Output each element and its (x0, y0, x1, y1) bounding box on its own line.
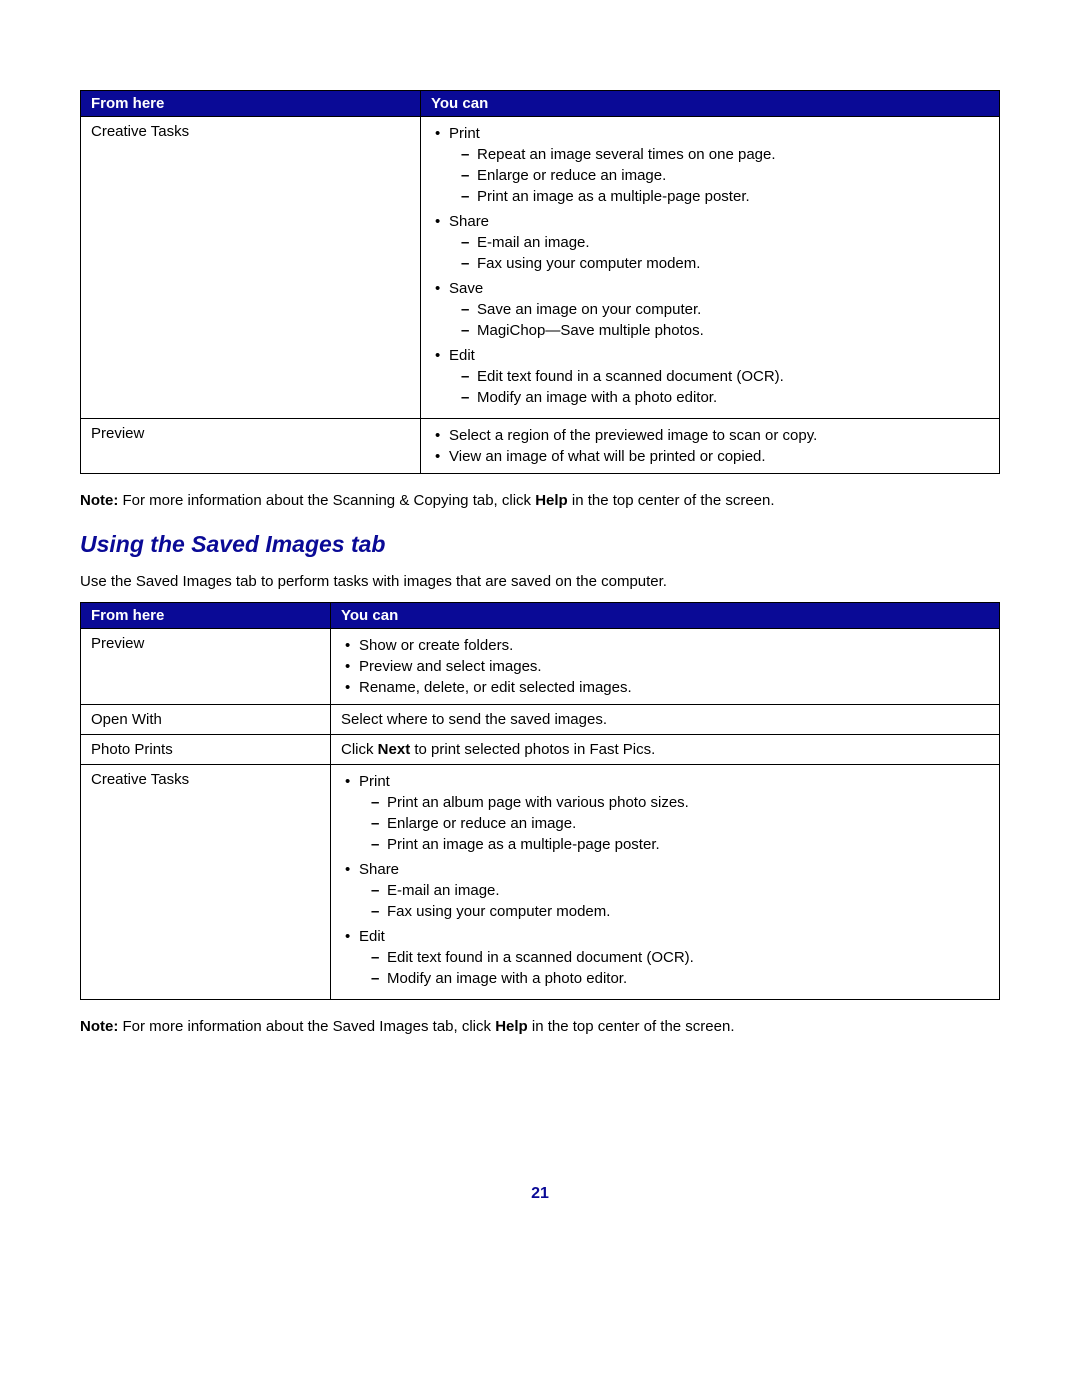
list-item: Preview and select images. (359, 656, 989, 677)
list-item: Edit text found in a scanned document (O… (477, 366, 989, 387)
list-item: Modify an image with a photo editor. (477, 387, 989, 408)
table2-header-youcan: You can (331, 603, 1000, 629)
list-item: Print Print an album page with various p… (359, 771, 989, 859)
table-row: Creative Tasks Print Repeat an image sev… (81, 117, 1000, 419)
list-item: Edit Edit text found in a scanned docume… (449, 345, 989, 412)
list-item: Show or create folders. (359, 635, 989, 656)
list-item: Share E-mail an image. Fax using your co… (359, 859, 989, 926)
text: Click (341, 741, 378, 758)
list-item: Print an image as a multiple-page poster… (477, 186, 989, 207)
note-bold: Help (535, 492, 568, 509)
note-bold: Help (495, 1018, 528, 1035)
group-label: Edit (449, 347, 475, 364)
table1-header-youcan: You can (421, 91, 1000, 117)
list-item: Save Save an image on your computer. Mag… (449, 278, 989, 345)
table2-row3-from: Creative Tasks (81, 765, 331, 1000)
list-item: MagiChop—Save multiple photos. (477, 320, 989, 341)
note-text: in the top center of the screen. (568, 492, 775, 509)
group-label: Print (449, 125, 480, 142)
scanning-copying-table: From here You can Creative Tasks Print R… (80, 90, 1000, 474)
note-prefix: Note: (80, 1018, 118, 1035)
table2-row0-from: Preview (81, 629, 331, 705)
table2-row2-from: Photo Prints (81, 735, 331, 765)
list-item: E-mail an image. (477, 232, 989, 253)
table-row: Preview Select a region of the previewed… (81, 419, 1000, 474)
list-item: Rename, delete, or edit selected images. (359, 677, 989, 698)
page-number: 21 (80, 1185, 1000, 1203)
group-label: Edit (359, 928, 385, 945)
list-item: Print Repeat an image several times on o… (449, 123, 989, 211)
table1-header-from: From here (81, 91, 421, 117)
list-item: View an image of what will be printed or… (449, 446, 989, 467)
list-item: Enlarge or reduce an image. (477, 165, 989, 186)
section-heading: Using the Saved Images tab (80, 531, 1000, 558)
table2-header-from: From here (81, 603, 331, 629)
note-text: in the top center of the screen. (528, 1018, 735, 1035)
list-item: Repeat an image several times on one pag… (477, 144, 989, 165)
list-item: Fax using your computer modem. (477, 253, 989, 274)
table-row: Photo Prints Click Next to print selecte… (81, 735, 1000, 765)
list-item: Modify an image with a photo editor. (387, 968, 989, 989)
table-row: Open With Select where to send the saved… (81, 705, 1000, 735)
list-item: Select a region of the previewed image t… (449, 425, 989, 446)
note-text: For more information about the Saved Ima… (118, 1018, 495, 1035)
document-page: From here You can Creative Tasks Print R… (0, 0, 1080, 1253)
list-item: Fax using your computer modem. (387, 901, 989, 922)
note-text: For more information about the Scanning … (118, 492, 535, 509)
list-item: Edit text found in a scanned document (O… (387, 947, 989, 968)
list-item: Print an image as a multiple-page poster… (387, 834, 989, 855)
group-label: Print (359, 773, 390, 790)
list-item: Share E-mail an image. Fax using your co… (449, 211, 989, 278)
table1-row1-content: Select a region of the previewed image t… (421, 419, 1000, 474)
group-label: Share (449, 213, 489, 230)
table1-row0-content: Print Repeat an image several times on o… (421, 117, 1000, 419)
list-item: Save an image on your computer. (477, 299, 989, 320)
table1-row1-from: Preview (81, 419, 421, 474)
note-prefix: Note: (80, 492, 118, 509)
note-scanning-copying: Note: For more information about the Sca… (80, 492, 1000, 509)
list-item: Enlarge or reduce an image. (387, 813, 989, 834)
table2-row0-content: Show or create folders. Preview and sele… (331, 629, 1000, 705)
list-item: Print an album page with various photo s… (387, 792, 989, 813)
table2-row1-from: Open With (81, 705, 331, 735)
saved-images-table: From here You can Preview Show or create… (80, 602, 1000, 1000)
table2-row2-content: Click Next to print selected photos in F… (331, 735, 1000, 765)
table2-row1-content: Select where to send the saved images. (331, 705, 1000, 735)
table1-row0-from: Creative Tasks (81, 117, 421, 419)
text-bold: Next (378, 741, 411, 758)
list-item: Edit Edit text found in a scanned docume… (359, 926, 989, 993)
group-label: Save (449, 280, 483, 297)
section-intro: Use the Saved Images tab to perform task… (80, 573, 1000, 590)
table-row: Preview Show or create folders. Preview … (81, 629, 1000, 705)
group-label: Share (359, 861, 399, 878)
note-saved-images: Note: For more information about the Sav… (80, 1018, 1000, 1035)
text: to print selected photos in Fast Pics. (410, 741, 655, 758)
table-row: Creative Tasks Print Print an album page… (81, 765, 1000, 1000)
list-item: E-mail an image. (387, 880, 989, 901)
table2-row3-content: Print Print an album page with various p… (331, 765, 1000, 1000)
